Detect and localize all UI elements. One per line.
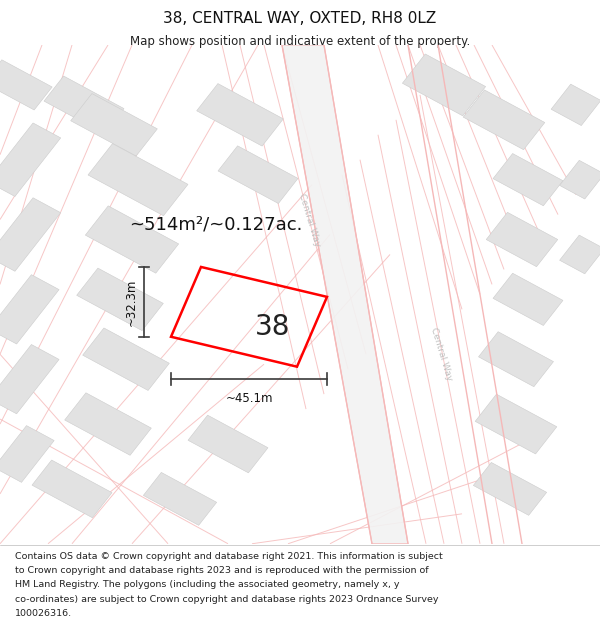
Polygon shape [0, 123, 61, 196]
Text: Contains OS data © Crown copyright and database right 2021. This information is : Contains OS data © Crown copyright and d… [15, 552, 443, 561]
Polygon shape [83, 328, 169, 391]
Text: co-ordinates) are subject to Crown copyright and database rights 2023 Ordnance S: co-ordinates) are subject to Crown copyr… [15, 594, 439, 604]
Polygon shape [32, 460, 112, 518]
Text: ~45.1m: ~45.1m [225, 392, 273, 404]
Polygon shape [197, 84, 283, 146]
Polygon shape [77, 268, 163, 331]
Text: ~32.3m: ~32.3m [124, 278, 137, 326]
Polygon shape [188, 415, 268, 473]
Text: to Crown copyright and database rights 2023 and is reproduced with the permissio: to Crown copyright and database rights 2… [15, 566, 428, 575]
Polygon shape [403, 54, 485, 116]
Text: Map shows position and indicative extent of the property.: Map shows position and indicative extent… [130, 35, 470, 48]
Polygon shape [463, 90, 545, 150]
Polygon shape [65, 392, 151, 455]
Polygon shape [493, 154, 563, 206]
Polygon shape [493, 273, 563, 326]
Text: 38, CENTRAL WAY, OXTED, RH8 0LZ: 38, CENTRAL WAY, OXTED, RH8 0LZ [163, 11, 437, 26]
Text: HM Land Registry. The polygons (including the associated geometry, namely x, y: HM Land Registry. The polygons (includin… [15, 580, 400, 589]
Polygon shape [475, 394, 557, 454]
Text: Central Way: Central Way [428, 326, 454, 382]
Polygon shape [143, 472, 217, 525]
Text: 100026316.: 100026316. [15, 609, 72, 618]
Polygon shape [44, 76, 124, 134]
Polygon shape [88, 144, 188, 216]
Text: ~514m²/~0.127ac.: ~514m²/~0.127ac. [130, 216, 302, 234]
Polygon shape [218, 146, 298, 204]
Polygon shape [0, 274, 59, 344]
Polygon shape [0, 344, 59, 414]
Polygon shape [473, 462, 547, 516]
Polygon shape [479, 332, 553, 387]
Polygon shape [71, 94, 157, 156]
Polygon shape [560, 161, 600, 199]
Text: 38: 38 [256, 312, 290, 341]
Polygon shape [0, 198, 61, 271]
Polygon shape [560, 235, 600, 274]
Polygon shape [282, 45, 408, 544]
Text: Central Way: Central Way [296, 192, 322, 248]
Polygon shape [486, 213, 558, 267]
Polygon shape [85, 206, 179, 273]
Polygon shape [0, 426, 54, 483]
Polygon shape [551, 84, 600, 126]
Polygon shape [0, 60, 52, 110]
